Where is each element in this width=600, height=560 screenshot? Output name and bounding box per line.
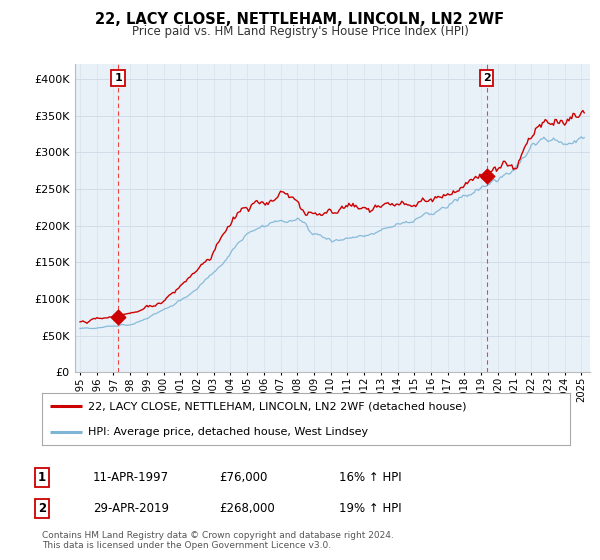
Text: £76,000: £76,000 [219,471,268,484]
Text: 1: 1 [38,471,46,484]
Text: £268,000: £268,000 [219,502,275,515]
Text: This data is licensed under the Open Government Licence v3.0.: This data is licensed under the Open Gov… [42,541,331,550]
Text: Contains HM Land Registry data © Crown copyright and database right 2024.: Contains HM Land Registry data © Crown c… [42,531,394,540]
Text: 2: 2 [38,502,46,515]
Text: HPI: Average price, detached house, West Lindsey: HPI: Average price, detached house, West… [88,427,368,437]
Text: 19% ↑ HPI: 19% ↑ HPI [339,502,401,515]
Point [113,312,123,321]
Text: Price paid vs. HM Land Registry's House Price Index (HPI): Price paid vs. HM Land Registry's House … [131,25,469,38]
Text: 22, LACY CLOSE, NETTLEHAM, LINCOLN, LN2 2WF (detached house): 22, LACY CLOSE, NETTLEHAM, LINCOLN, LN2 … [88,401,467,411]
Text: 22, LACY CLOSE, NETTLEHAM, LINCOLN, LN2 2WF: 22, LACY CLOSE, NETTLEHAM, LINCOLN, LN2 … [95,12,505,27]
Text: 16% ↑ HPI: 16% ↑ HPI [339,471,401,484]
Point [482,171,491,180]
Text: 1: 1 [114,73,122,83]
Text: 29-APR-2019: 29-APR-2019 [93,502,169,515]
Text: 2: 2 [483,73,491,83]
Text: 11-APR-1997: 11-APR-1997 [93,471,169,484]
